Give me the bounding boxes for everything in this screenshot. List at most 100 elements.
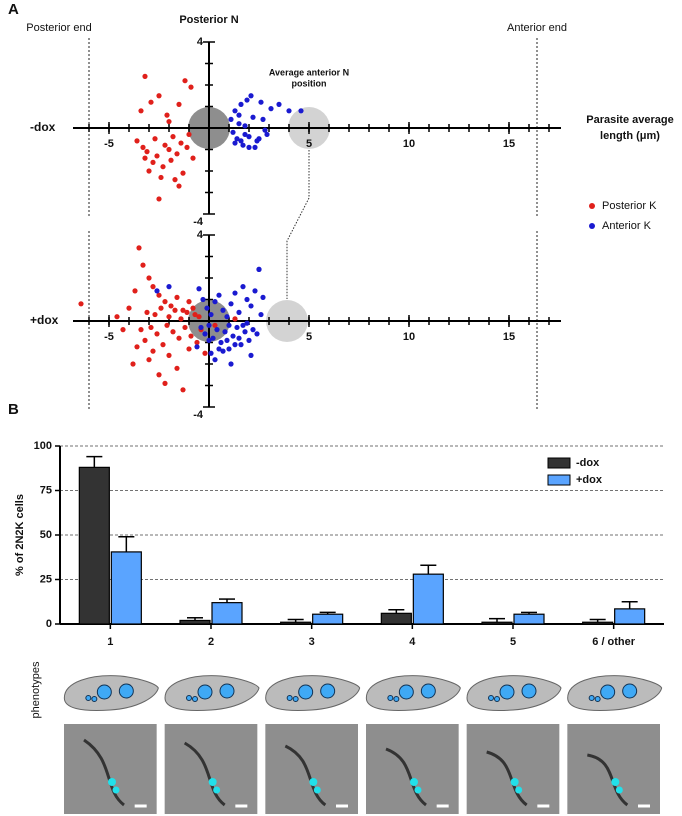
point	[180, 307, 186, 313]
point	[136, 245, 142, 251]
point	[176, 183, 182, 189]
point	[196, 286, 202, 292]
bar	[481, 621, 513, 625]
point	[202, 331, 208, 337]
parasite	[284, 744, 327, 807]
legend-swatch	[589, 203, 595, 209]
point	[246, 337, 252, 343]
x-tick-label: -5	[104, 138, 114, 150]
micrograph	[64, 724, 157, 814]
point	[222, 329, 228, 335]
point	[208, 311, 214, 318]
point	[256, 266, 262, 272]
point	[138, 327, 144, 333]
bar	[412, 573, 444, 625]
kinetoplast	[292, 696, 299, 702]
parasite	[183, 741, 226, 807]
nucleus	[622, 683, 638, 699]
point	[186, 299, 192, 305]
legend-label: +dox	[576, 474, 603, 486]
x-tick-label: -5	[104, 331, 114, 343]
point	[250, 114, 256, 120]
x-tick-label: 5	[510, 636, 516, 648]
point	[224, 314, 230, 320]
point	[240, 284, 246, 290]
point	[214, 327, 220, 333]
point	[234, 324, 240, 331]
parasite	[385, 747, 427, 807]
point	[158, 305, 164, 311]
x-tick-label: 3	[309, 636, 315, 648]
point	[184, 144, 190, 150]
point	[228, 361, 234, 367]
nucleus	[197, 684, 213, 700]
point	[192, 311, 198, 318]
cell-cartoon	[164, 675, 260, 711]
point	[244, 296, 250, 303]
point	[164, 112, 170, 118]
point	[200, 296, 206, 303]
point	[210, 335, 216, 341]
point	[114, 314, 120, 320]
point	[224, 337, 230, 343]
point	[184, 309, 190, 315]
point	[182, 78, 188, 84]
point	[246, 134, 252, 140]
kinetoplast	[393, 696, 400, 702]
point	[146, 168, 152, 174]
y-tick-label: 4	[197, 229, 204, 241]
point	[258, 99, 264, 105]
point	[144, 149, 150, 155]
point	[258, 311, 264, 318]
dna-stain	[208, 778, 217, 786]
cell-cartoon	[567, 675, 663, 711]
point	[216, 292, 222, 298]
kinetoplast	[387, 695, 394, 701]
point	[236, 335, 242, 341]
point	[176, 335, 182, 341]
phenotype-label: phenotypes	[30, 661, 42, 718]
point	[170, 329, 176, 335]
point	[144, 309, 150, 315]
dna-stain	[410, 778, 418, 786]
point	[206, 337, 212, 343]
nucleus	[298, 684, 314, 700]
point	[132, 288, 138, 294]
point	[216, 346, 222, 352]
point	[212, 299, 218, 305]
x-axis-label: Parasite average	[586, 114, 673, 126]
point	[134, 138, 140, 144]
point	[198, 324, 204, 331]
parasite	[587, 753, 629, 807]
kinetoplast	[192, 696, 198, 702]
point	[146, 275, 152, 281]
point	[180, 170, 186, 176]
point	[232, 140, 238, 146]
dna-stain	[108, 778, 116, 786]
point	[238, 138, 244, 144]
point	[160, 164, 166, 170]
point	[260, 116, 266, 122]
point	[134, 344, 140, 350]
point	[170, 134, 176, 140]
point	[260, 294, 266, 300]
point	[148, 99, 154, 105]
micrograph	[366, 724, 459, 814]
nucleus	[96, 684, 112, 700]
dna-stain	[414, 786, 422, 794]
point	[254, 331, 260, 337]
y-tick-label: 4	[197, 36, 204, 48]
point	[138, 108, 144, 114]
point	[180, 387, 186, 393]
nucleus	[600, 684, 616, 700]
legend-label: Anterior K	[602, 220, 652, 232]
kinetoplast	[588, 695, 595, 701]
y-tick-label: 50	[40, 529, 52, 541]
y-tick-label: 0	[46, 618, 52, 630]
point	[298, 108, 304, 114]
point	[262, 127, 268, 133]
cell-cartoon	[365, 675, 461, 711]
legend-label: -dox	[576, 457, 600, 469]
dna-stain	[213, 786, 221, 794]
point	[186, 131, 192, 138]
